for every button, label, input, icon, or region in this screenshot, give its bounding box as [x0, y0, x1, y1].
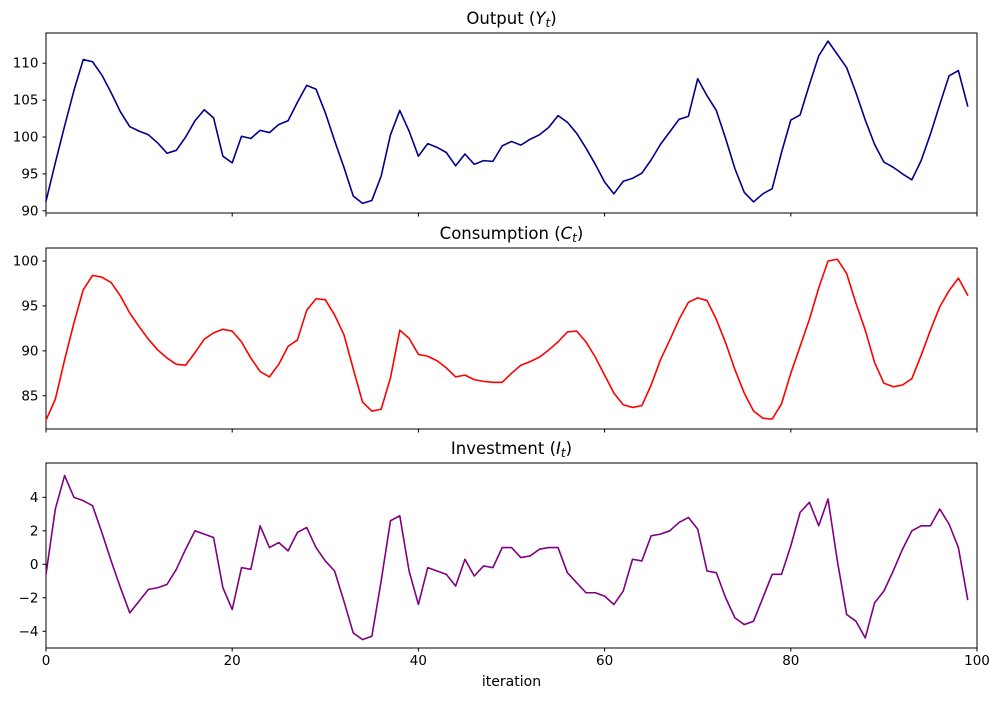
x-tick-label: 60: [596, 653, 613, 669]
series-line-investment: [45, 474, 969, 641]
x-tick-label: 20: [224, 653, 241, 669]
panel-title: Investment (It): [451, 439, 572, 460]
y-tick-label: −4: [19, 624, 39, 640]
x-tick-label: 40: [410, 653, 427, 669]
series-line-consumption: [45, 258, 969, 421]
y-tick-label: 85: [21, 388, 38, 404]
y-tick-label: 100: [13, 130, 39, 146]
panel-consumption: 85 90 95 100 Consumption (Ct): [13, 224, 978, 433]
x-axis-label: iteration: [482, 674, 541, 690]
y-tick-label: 95: [21, 166, 38, 182]
panel-title: Output (Yt): [466, 9, 556, 30]
x-tick-label: 0: [42, 653, 51, 669]
panel-output: 90 95 100 105 110 Output (Yt): [13, 9, 978, 219]
x-tick-label: 100: [964, 653, 990, 669]
y-tick-label: −2: [19, 590, 39, 606]
y-tick-label: 90: [21, 343, 38, 359]
axes-box: [45, 32, 978, 214]
y-tick-label: 2: [30, 523, 39, 539]
y-tick-label: 100: [13, 254, 39, 270]
x-tick-label: 80: [782, 653, 799, 669]
series-line-output: [45, 40, 969, 205]
y-tick-label: 105: [13, 93, 39, 109]
y-tick-label: 95: [21, 298, 38, 314]
y-tick-label: 4: [30, 490, 39, 506]
y-tick-label: 0: [30, 557, 39, 573]
panel-title: Consumption (Ct): [440, 224, 584, 245]
y-tick-label: 110: [13, 56, 39, 72]
axes-box: [45, 247, 978, 430]
axes-box: [45, 462, 978, 649]
y-tick-label: 90: [21, 203, 38, 219]
